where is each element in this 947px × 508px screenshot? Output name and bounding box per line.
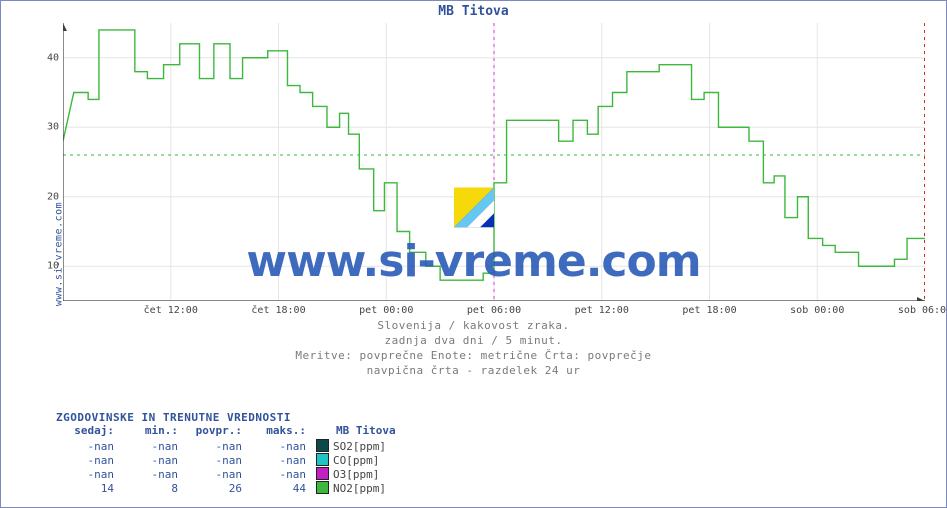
xtick-label: čet 18:00 [251,305,305,316]
stats-series-label: NO2[ppm] [333,482,386,495]
stats-cell: -nan [56,453,120,467]
stats-series-cell: O3[ppm] [312,467,402,481]
stats-series-cell: SO2[ppm] [312,439,402,453]
xtick-label: pet 18:00 [682,305,736,316]
caption-line-2: zadnja dva dni / 5 minut. [1,334,946,347]
chart-title: MB Titova [1,4,946,19]
stats-cell: -nan [56,467,120,481]
stats-series-label: SO2[ppm] [333,440,386,453]
stats-cell: -nan [120,453,184,467]
legend-swatch-icon [316,481,329,494]
caption-line-4: navpična črta - razdelek 24 ur [1,364,946,377]
xtick-label: sob 00:00 [790,305,844,316]
stats-series-label: CO[ppm] [333,454,379,467]
stats-series-label: O3[ppm] [333,468,379,481]
stats-cell: -nan [120,439,184,453]
stats-cell: 44 [248,481,312,495]
ytick-label: 30 [39,122,59,133]
stats-row: -nan-nan-nan-nanO3[ppm] [56,467,402,481]
stats-cell: -nan [184,453,248,467]
caption-line-3: Meritve: povprečne Enote: metrične Črta:… [1,349,946,362]
xtick-label: pet 12:00 [575,305,629,316]
stats-col-avg: povpr.: [184,424,248,439]
xtick-label: pet 06:00 [467,305,521,316]
stats-row: -nan-nan-nan-nanSO2[ppm] [56,439,402,453]
stats-cell: -nan [56,439,120,453]
stats-col-min: min.: [120,424,184,439]
legend-swatch-icon [316,453,329,466]
chart-frame: MB Titova www.si-vreme.com čet 12:00čet … [0,0,947,508]
stats-cell: -nan [248,439,312,453]
caption-line-1: Slovenija / kakovost zraka. [1,319,946,332]
stats-col-series: MB Titova [312,424,402,439]
stats-col-max: maks.: [248,424,312,439]
stats-series-cell: CO[ppm] [312,453,402,467]
stats-cell: -nan [120,467,184,481]
ytick-label: 40 [39,52,59,63]
stats-cell: -nan [248,453,312,467]
stats-cell: -nan [248,467,312,481]
stats-cell: 8 [120,481,184,495]
stats-row: -nan-nan-nan-nanCO[ppm] [56,453,402,467]
stats-header-row: sedaj: min.: povpr.: maks.: MB Titova [56,424,402,439]
stats-series-cell: NO2[ppm] [312,481,402,495]
stats-title: ZGODOVINSKE IN TRENUTNE VREDNOSTI [56,411,402,424]
xtick-label: pet 00:00 [359,305,413,316]
legend-swatch-icon [316,439,329,452]
stats-cell: 26 [184,481,248,495]
ytick-label: 10 [39,261,59,272]
stats-cell: -nan [184,439,248,453]
stats-block: ZGODOVINSKE IN TRENUTNE VREDNOSTI sedaj:… [56,411,402,495]
xtick-label: čet 12:00 [144,305,198,316]
stats-cell: 14 [56,481,120,495]
stats-cell: -nan [184,467,248,481]
chart-plot [63,23,925,301]
legend-swatch-icon [316,467,329,480]
stats-table: sedaj: min.: povpr.: maks.: MB Titova -n… [56,424,402,495]
ytick-label: 20 [39,191,59,202]
xtick-label: sob 06:00 [898,305,947,316]
stats-row: 1482644 NO2[ppm] [56,481,402,495]
stats-col-now: sedaj: [56,424,120,439]
